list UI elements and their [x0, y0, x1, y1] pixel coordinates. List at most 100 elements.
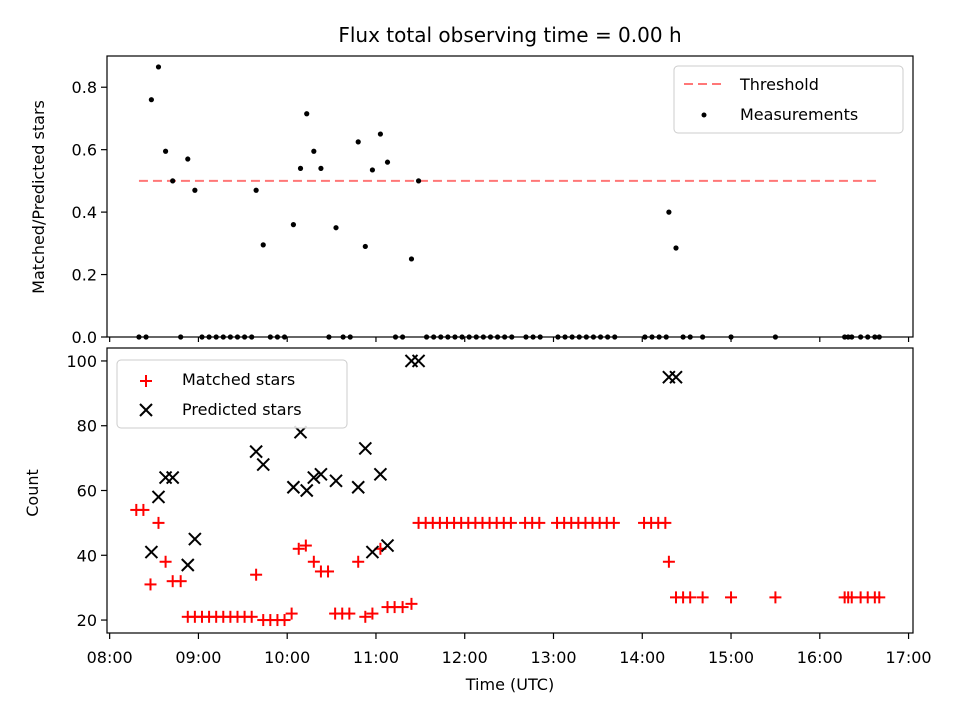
bottom-y-axis-label: Count — [23, 469, 42, 517]
measurement-point — [384, 159, 391, 165]
measurement-point — [590, 334, 597, 340]
measurement-point — [340, 334, 346, 340]
matched-point — [607, 516, 620, 529]
matched-point — [396, 601, 409, 614]
measurement-point — [206, 334, 212, 340]
measurement-point — [849, 334, 855, 340]
measurement-point — [530, 334, 536, 340]
measurement-point — [199, 334, 205, 340]
measurement-point — [872, 334, 878, 340]
bottom-y-tick-label: 60 — [77, 482, 97, 501]
bottom-x-axis: 08:00 09:00 10:00 11:00 12:00 13:00 14:00 15:00… — [87, 633, 932, 667]
top-legend: Threshold Measurements — [673, 65, 904, 134]
measurement-point — [347, 334, 353, 340]
measurement-point — [162, 148, 169, 154]
measurement-point — [249, 334, 255, 340]
matched-point — [292, 542, 305, 555]
measurement-point — [562, 334, 568, 340]
measurement-point — [673, 245, 679, 251]
measurement-point — [663, 334, 669, 340]
measurement-point — [170, 178, 176, 184]
bottom-y-tick-label: 20 — [77, 611, 97, 630]
measurement-point — [178, 334, 184, 340]
measurement-point — [136, 334, 142, 340]
measurement-point — [431, 334, 437, 340]
x-tick-label: 11:00 — [353, 648, 399, 667]
legend-threshold-label: Threshold — [739, 75, 819, 94]
matched-point — [285, 607, 298, 620]
matched-point — [144, 578, 157, 591]
top-y-axis: 0.0 0.2 0.4 0.6 0.8 — [72, 78, 107, 347]
predicted-point — [351, 480, 365, 494]
measurement-point — [509, 334, 515, 340]
measurement-point — [213, 334, 219, 340]
measurement-point — [241, 334, 248, 340]
measurement-point — [772, 334, 779, 340]
bottom-y-tick-label: 80 — [77, 417, 97, 436]
measurement-point — [537, 334, 543, 340]
legend-matched-swatch — [140, 375, 152, 387]
matched-point — [174, 575, 187, 588]
matched-points — [130, 503, 886, 627]
matched-point — [152, 516, 165, 529]
measurement-point — [220, 334, 226, 340]
x-tick-label: 16:00 — [797, 648, 843, 667]
measurement-point — [185, 156, 191, 162]
legend-measurements-swatch — [701, 112, 707, 118]
top-y-tick-label: 0.4 — [72, 203, 97, 222]
measurement-point — [642, 334, 648, 340]
measurement-point — [362, 243, 368, 250]
measurement-point — [155, 64, 162, 70]
measurement-point — [148, 97, 154, 103]
bottom-legend: Matched stars Predicted stars — [116, 359, 348, 429]
measurement-point — [333, 225, 339, 231]
predicted-point — [307, 470, 321, 485]
measurement-point — [408, 256, 415, 262]
measurement-point — [377, 131, 384, 137]
predicted-point — [329, 474, 343, 488]
measurement-point — [459, 334, 465, 340]
matched-point — [873, 591, 886, 604]
top-panel: 0.0 0.2 0.4 0.6 0.8 Flux total observing tim… — [29, 23, 914, 347]
matched-point — [659, 516, 672, 529]
legend-predicted-label: Predicted stars — [182, 400, 302, 419]
matched-point — [662, 555, 675, 568]
predicted-point — [365, 545, 380, 559]
predicted-point — [165, 470, 180, 485]
legend-predicted-swatch — [139, 403, 153, 417]
matched-point — [684, 591, 697, 604]
x-tick-label: 13:00 — [530, 648, 576, 667]
predicted-point — [314, 467, 328, 482]
measurement-point — [227, 334, 233, 340]
predicted-point — [380, 538, 395, 553]
x-tick-label: 09:00 — [175, 648, 221, 667]
measurement-point — [597, 334, 604, 340]
predicted-point — [411, 354, 426, 368]
measurement-point — [523, 334, 529, 340]
matched-point — [137, 503, 150, 516]
measurement-point — [858, 334, 864, 340]
matched-point — [307, 555, 320, 568]
top-legend-box — [673, 65, 904, 134]
measurement-point — [865, 334, 871, 340]
measurement-point — [466, 334, 472, 340]
bottom-y-tick-label: 100 — [66, 352, 97, 371]
predicted-point — [144, 545, 159, 559]
x-tick-label: 10:00 — [264, 648, 310, 667]
x-tick-label: 17:00 — [886, 648, 932, 667]
measurement-points — [136, 64, 882, 340]
top-y-tick-label: 0.2 — [72, 266, 97, 285]
predicted-point — [358, 441, 373, 456]
measurement-point — [583, 334, 589, 340]
predicted-point — [286, 480, 301, 494]
measurement-point — [192, 187, 198, 193]
chart-title: Flux total observing time = 0.00 h — [338, 23, 681, 47]
measurement-point — [680, 334, 686, 340]
measurement-point — [605, 334, 611, 340]
measurement-point — [143, 334, 149, 340]
measurement-point — [612, 334, 618, 340]
measurement-point — [253, 187, 259, 193]
matched-point — [278, 614, 291, 627]
measurement-point — [297, 165, 304, 171]
